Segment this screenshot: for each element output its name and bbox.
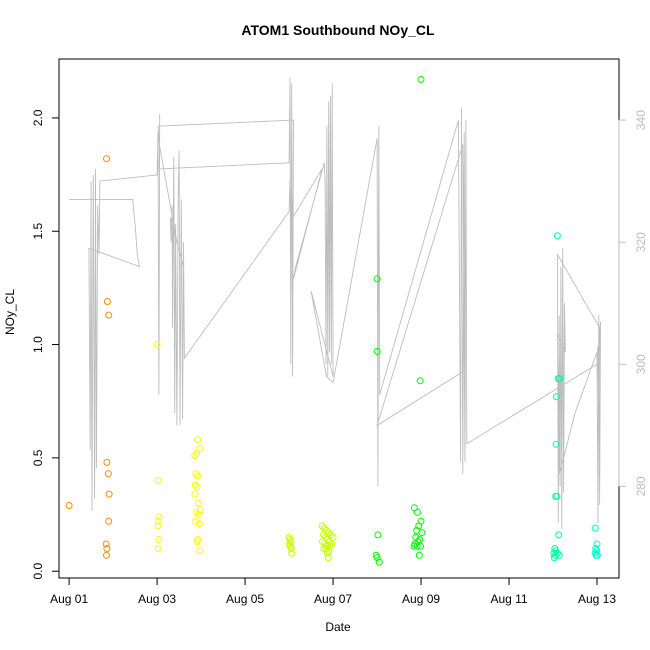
data-point — [105, 490, 113, 498]
data-point — [414, 508, 421, 516]
chart-title: ATOM1 Southbound NOy_CL — [241, 22, 435, 38]
data-point — [194, 472, 202, 480]
data-point — [103, 551, 110, 559]
data-point — [193, 538, 201, 546]
data-point — [195, 511, 203, 518]
data-point — [413, 542, 421, 550]
data-point — [287, 545, 295, 552]
y-tick-label: 0.0 — [31, 563, 45, 580]
data-point — [591, 524, 599, 532]
data-point — [319, 531, 327, 539]
data-point — [550, 554, 558, 562]
data-point — [196, 547, 204, 555]
data-point — [191, 481, 199, 489]
data-point — [105, 311, 113, 319]
trace-layer — [69, 77, 601, 530]
x-axis: Aug 01 Aug 03 Aug 05 Aug 07 Aug 09 Aug 11 Aug … — [50, 577, 616, 606]
y-axis: 0.0 0.5 1.0 1.5 2.0 — [31, 109, 60, 580]
data-point — [324, 554, 332, 562]
data-point — [191, 452, 199, 460]
x-tick-label: Aug 01 — [50, 592, 88, 606]
secondary-trace-line — [69, 77, 601, 530]
data-point — [192, 517, 200, 525]
data-point — [192, 470, 200, 478]
data-point — [593, 540, 601, 548]
data-point — [553, 393, 560, 401]
data-point — [154, 477, 162, 484]
data-point — [103, 155, 110, 163]
data-point — [553, 492, 561, 500]
data-point — [416, 377, 424, 385]
data-point — [154, 522, 162, 530]
data-point — [318, 522, 326, 530]
data-point — [410, 542, 418, 550]
data-point — [155, 513, 163, 521]
data-point — [319, 538, 326, 546]
data-point — [415, 551, 423, 559]
data-point — [288, 549, 296, 557]
data-point — [194, 436, 202, 444]
data-point — [154, 517, 162, 525]
data-point — [103, 545, 111, 552]
data-point — [552, 440, 560, 448]
y2-axis: 280 300 320 340 — [618, 110, 648, 496]
y2-tick-label: 300 — [634, 354, 648, 374]
data-point — [103, 458, 111, 466]
data-point — [373, 275, 381, 283]
data-point — [103, 298, 111, 305]
data-point — [154, 545, 162, 552]
x-tick-label: Aug 09 — [402, 592, 440, 606]
data-point — [320, 524, 328, 532]
x-tick-label: Aug 05 — [226, 592, 264, 606]
data-point — [196, 506, 204, 514]
data-point — [105, 517, 113, 525]
y2-tick-label: 340 — [634, 110, 648, 130]
data-point — [195, 499, 202, 507]
data-point — [374, 531, 382, 539]
x-axis-label: Date — [325, 620, 351, 634]
x-tick-label: Aug 13 — [578, 592, 616, 606]
x-tick-label: Aug 03 — [138, 592, 176, 606]
y2-tick-label: 280 — [634, 476, 648, 496]
x-tick-label: Aug 11 — [490, 592, 527, 606]
data-point — [417, 542, 425, 550]
data-point — [102, 540, 110, 548]
y-tick-label: 1.5 — [31, 223, 45, 240]
data-point — [153, 341, 161, 349]
data-point — [193, 449, 201, 457]
points-layer — [65, 75, 601, 566]
data-point — [195, 520, 203, 528]
data-point — [326, 542, 334, 550]
y2-tick-label: 320 — [634, 232, 648, 252]
data-point — [65, 502, 73, 509]
plot-frame — [58, 58, 620, 579]
data-point — [323, 549, 331, 557]
data-point — [191, 490, 199, 498]
data-point — [193, 483, 201, 491]
data-point — [556, 375, 564, 383]
x-tick-label: Aug 07 — [314, 592, 352, 606]
y-tick-label: 2.0 — [31, 109, 45, 126]
data-point — [418, 529, 426, 537]
data-point — [193, 508, 201, 516]
data-point — [417, 75, 425, 83]
data-point — [553, 232, 561, 240]
data-point — [592, 551, 600, 559]
data-point — [104, 470, 112, 478]
y-tick-label: 1.0 — [31, 336, 45, 353]
data-point — [416, 536, 424, 543]
y-axis-label: NOy_CL — [3, 289, 17, 335]
data-point — [373, 347, 381, 355]
y-tick-label: 0.5 — [31, 449, 45, 466]
data-point — [555, 531, 563, 539]
data-point — [155, 536, 163, 543]
data-point — [375, 558, 383, 566]
